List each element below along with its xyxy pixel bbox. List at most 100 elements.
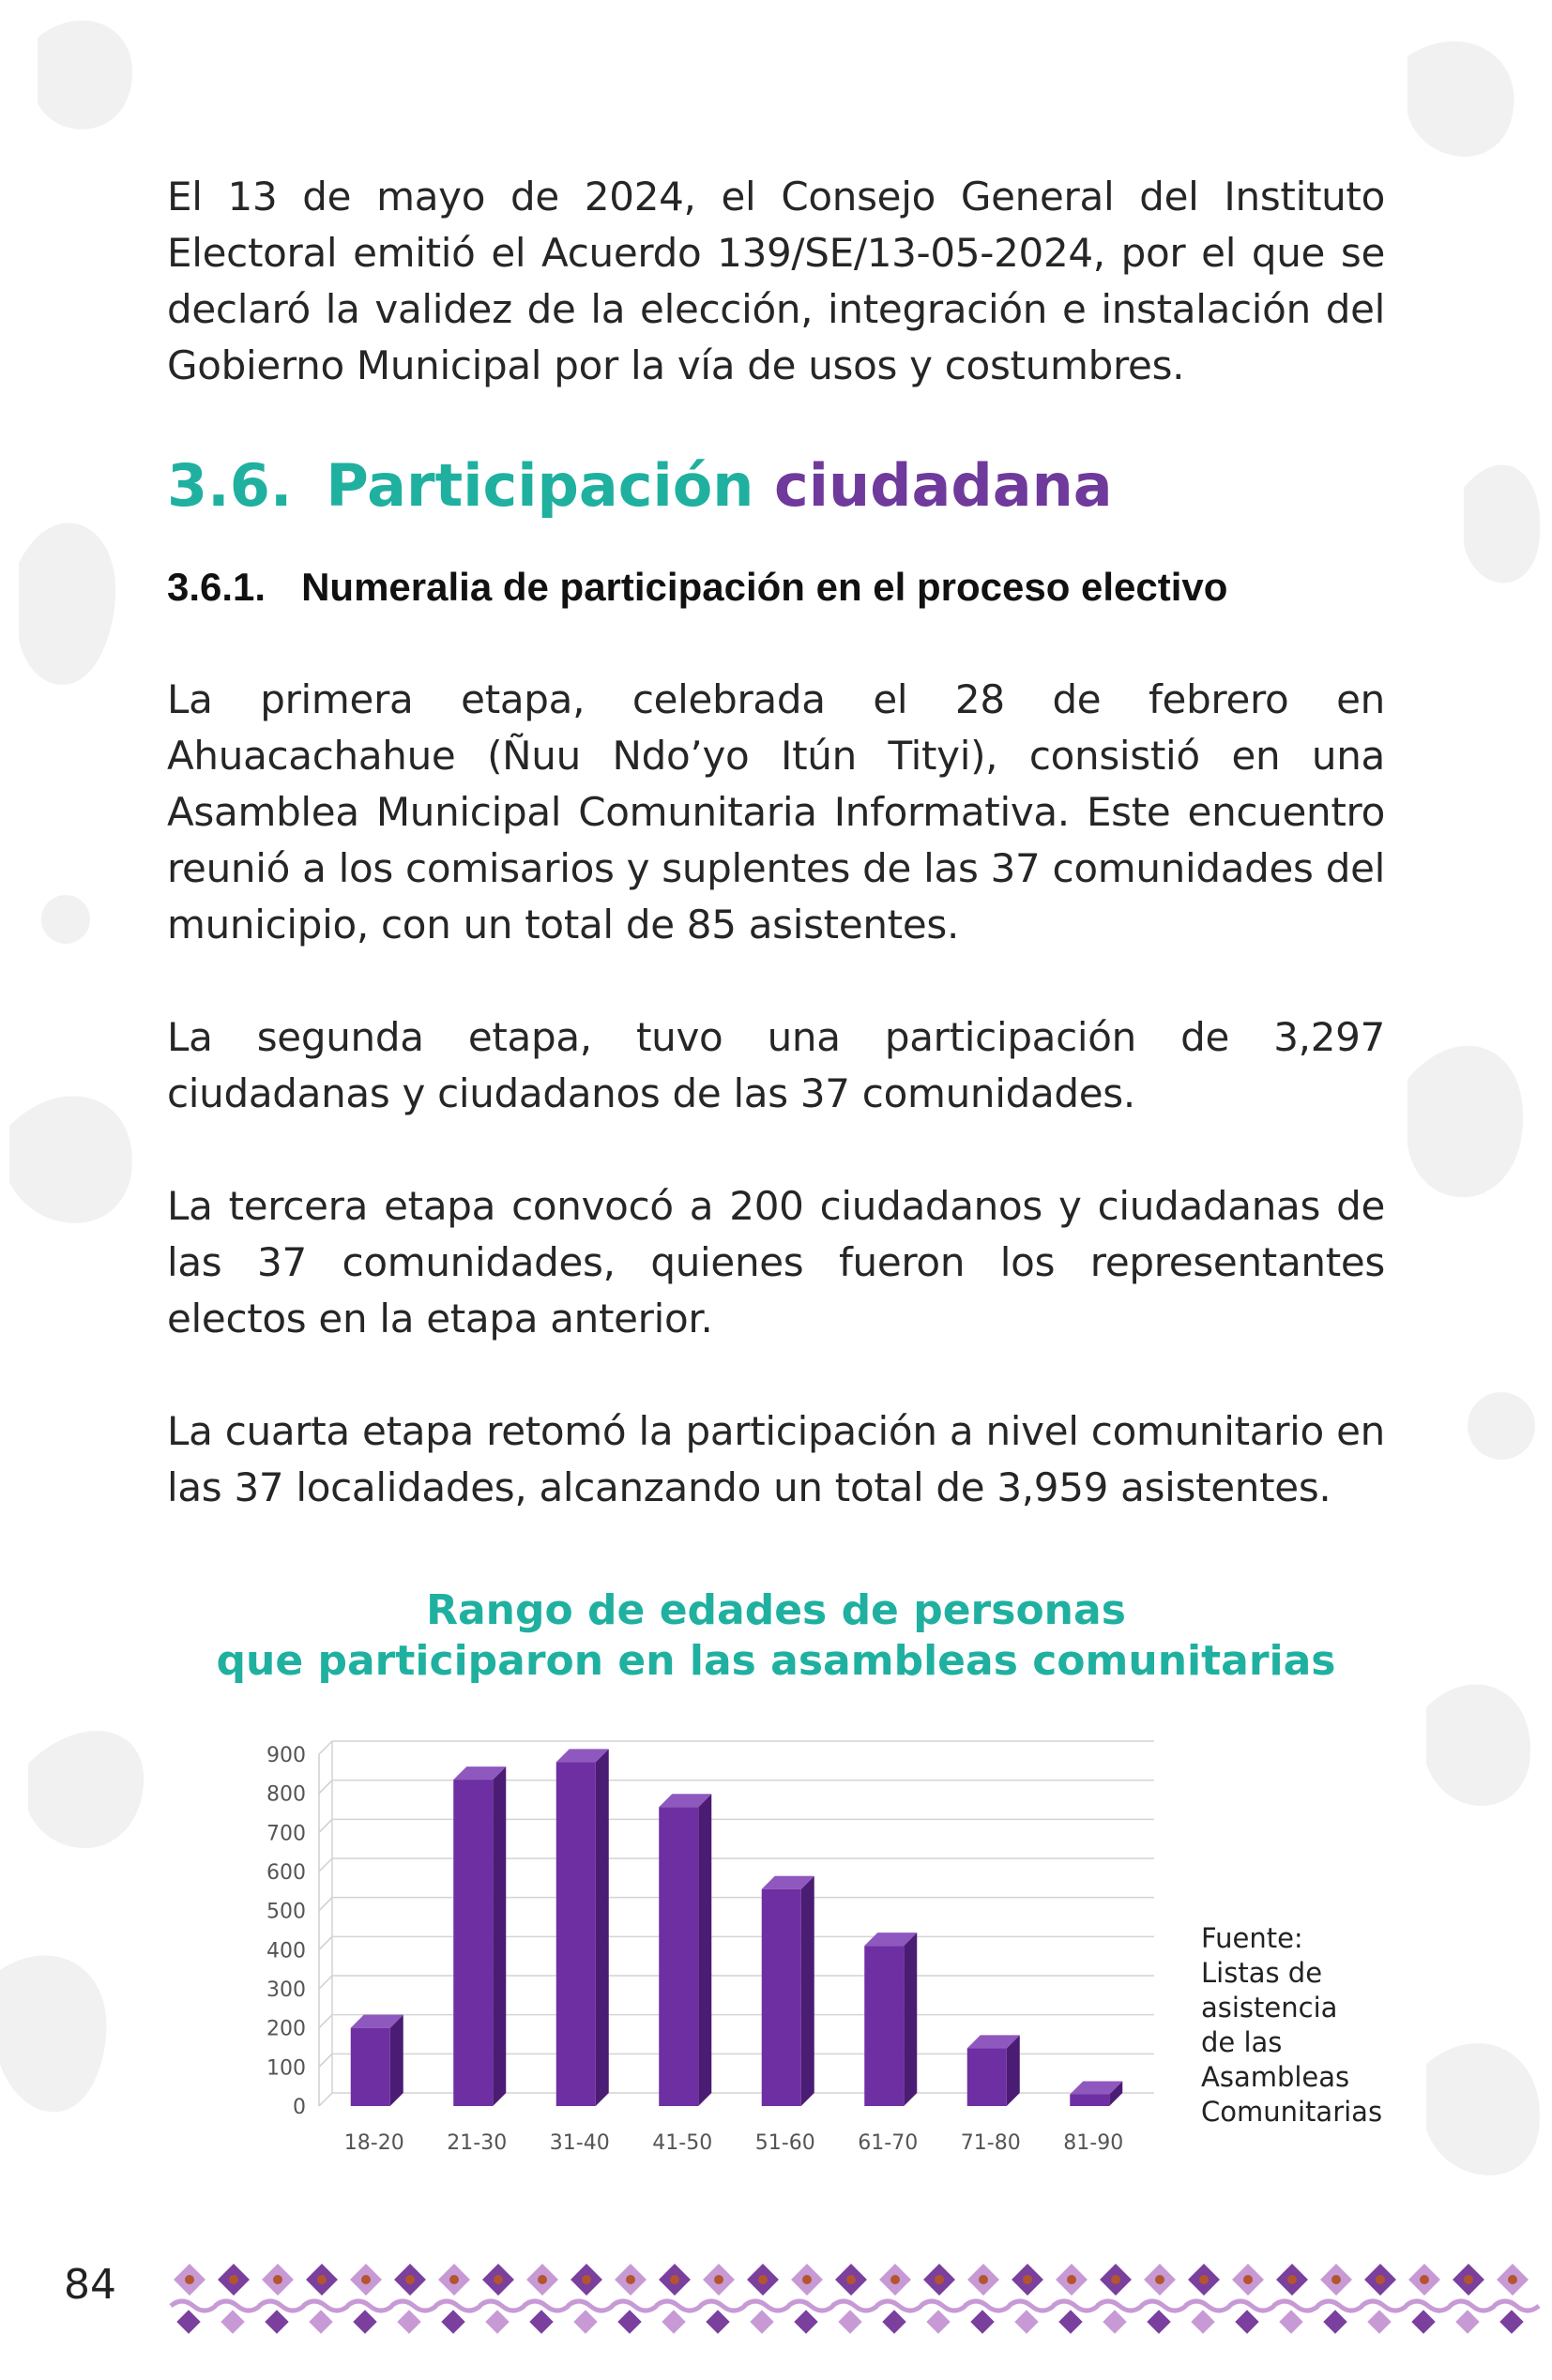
border-motif-wave xyxy=(213,2298,262,2313)
bar-side xyxy=(800,1875,814,2106)
border-motif-diamond xyxy=(1323,2310,1347,2334)
border-motif-dot xyxy=(538,2275,547,2284)
source-line: asistencia xyxy=(1201,1992,1338,2024)
border-motif-diamond xyxy=(573,2310,598,2334)
border-motif-diamond xyxy=(706,2310,730,2334)
border-motif-wave xyxy=(434,2298,482,2313)
source-line: Listas de xyxy=(1201,1957,1323,1989)
y-tick-label: 700 xyxy=(266,1822,306,1845)
border-motif-wave xyxy=(522,2298,571,2313)
border-motif-wave xyxy=(830,2298,879,2313)
border-motif-diamond xyxy=(397,2310,421,2334)
border-motif-dot xyxy=(1199,2275,1209,2284)
x-tick-label: 81-90 xyxy=(1063,2131,1123,2155)
y-tick-label: 300 xyxy=(266,1978,306,2002)
border-motif-diamond xyxy=(1058,2310,1083,2334)
bar-side xyxy=(493,1766,507,2106)
bar-top xyxy=(659,1794,712,1808)
border-motif-wave xyxy=(345,2298,394,2313)
x-tick-label: 31-40 xyxy=(550,2131,610,2155)
grid-line-depth xyxy=(318,2092,333,2107)
border-motif-wave xyxy=(1183,2298,1232,2313)
border-motif-wave xyxy=(1316,2298,1364,2313)
grid-line-depth xyxy=(318,1897,333,1912)
section-title-word1: Participación xyxy=(326,451,754,520)
border-motif-diamond xyxy=(1191,2310,1215,2334)
bar-top xyxy=(864,1933,918,1947)
x-tick-label: 18-20 xyxy=(344,2131,404,2155)
border-motif-dot xyxy=(1067,2275,1076,2284)
y-tick-label: 100 xyxy=(266,2056,306,2080)
border-motif-dot xyxy=(1464,2275,1473,2284)
border-motif-wave xyxy=(610,2298,659,2313)
bar-front xyxy=(555,1762,596,2106)
border-motif-diamond xyxy=(926,2310,951,2334)
border-motif-dot xyxy=(1376,2275,1385,2284)
border-motif-diamond xyxy=(662,2310,686,2334)
border-motif-diamond xyxy=(265,2310,289,2334)
border-motif-dot xyxy=(229,2275,238,2284)
border-motif-wave xyxy=(919,2298,967,2313)
x-tick-label: 41-50 xyxy=(652,2131,712,2155)
border-motif-diamond xyxy=(1455,2310,1480,2334)
border-motif-wave xyxy=(1404,2298,1453,2313)
border-motif-dot xyxy=(317,2275,327,2284)
paragraph-acuerdo: El 13 de mayo de 2024, el Consejo Genera… xyxy=(167,174,1385,388)
border-motif-wave xyxy=(1360,2298,1408,2313)
y-tick-label: 600 xyxy=(266,1861,306,1885)
border-motif-dot xyxy=(1331,2275,1341,2284)
section-number: 3.6. xyxy=(167,451,293,520)
bar-front xyxy=(453,1780,494,2106)
border-motif-dot xyxy=(1023,2275,1032,2284)
paragraph-cuarta-etapa: La cuarta etapa retomó la participación … xyxy=(167,1408,1385,1510)
bar-front xyxy=(761,1888,801,2106)
bar-front xyxy=(1070,2094,1110,2106)
bar-side xyxy=(389,2014,403,2106)
border-motif-dot xyxy=(935,2275,944,2284)
bar-top xyxy=(453,1766,507,1781)
border-motif-dot xyxy=(185,2275,194,2284)
x-tick-label: 71-80 xyxy=(961,2131,1021,2155)
border-motif-wave xyxy=(1051,2298,1100,2313)
border-motif-dot xyxy=(1420,2275,1429,2284)
border-motif-wave xyxy=(389,2298,438,2313)
bar-81-90 xyxy=(1070,2081,1123,2106)
bar-31-40 xyxy=(555,1749,609,2106)
border-motif-dot xyxy=(1508,2275,1517,2284)
bar-top xyxy=(966,2035,1020,2049)
border-motif-dot xyxy=(979,2275,988,2284)
page-number: 84 xyxy=(64,2261,116,2309)
bar-side xyxy=(904,1933,918,2106)
paragraph-tercera-etapa: La tercera etapa convocó a 200 ciudadano… xyxy=(167,1183,1385,1342)
main-content: El 13 de mayo de 2024, el Consejo Genera… xyxy=(167,169,1385,1516)
border-motif-dot xyxy=(582,2275,591,2284)
border-motif-wave xyxy=(1448,2298,1497,2313)
border-motif-dot xyxy=(1155,2275,1164,2284)
source-line: Comunitarias xyxy=(1201,2096,1383,2128)
border-motif-diamond xyxy=(1147,2310,1171,2334)
border-motif-diamond xyxy=(838,2310,862,2334)
border-motif-wave xyxy=(169,2298,218,2313)
source-line: Asambleas xyxy=(1201,2061,1350,2093)
y-tick-label: 400 xyxy=(266,1939,306,1963)
grid-line-depth xyxy=(318,1740,333,1755)
border-motif-diamond xyxy=(529,2310,554,2334)
border-motif-diamond xyxy=(1279,2310,1303,2334)
bar-front xyxy=(659,1807,699,2106)
border-motif-wave xyxy=(1271,2298,1320,2313)
bar-top xyxy=(761,1875,814,1889)
bar-side xyxy=(595,1749,609,2106)
border-motif-diamond xyxy=(1499,2310,1524,2334)
age-range-bar-chart: 0 100 200 300 400 500 600 700 800 900 18-20 21-30 31… xyxy=(266,1740,1154,2155)
subsection-title: Numeralia de participación en el proceso… xyxy=(301,565,1228,609)
subsection-heading: 3.6.1. Numeralia de participación en el p… xyxy=(167,559,1385,615)
x-tick-label: 21-30 xyxy=(447,2131,507,2155)
border-motif-wave xyxy=(1492,2298,1541,2313)
border-motif-diamond xyxy=(750,2310,774,2334)
border-motif-dot xyxy=(273,2275,282,2284)
grid-line-depth xyxy=(318,1935,333,1950)
bar-front xyxy=(864,1946,905,2106)
border-motif-dot xyxy=(449,2275,459,2284)
source-line: de las xyxy=(1201,2026,1283,2058)
